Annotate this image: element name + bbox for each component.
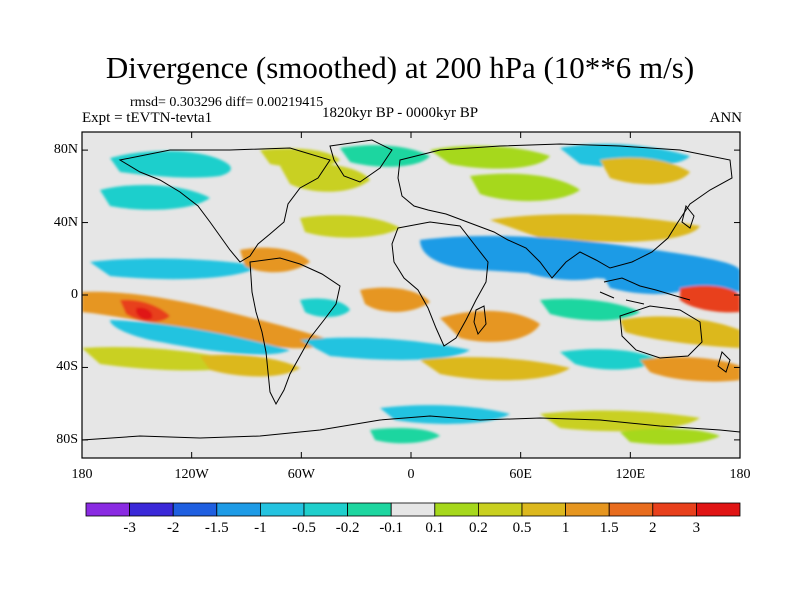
colorbar-label: -3 bbox=[123, 520, 136, 536]
contour-pos-atl-subtrop bbox=[300, 215, 400, 238]
contour-neg-arctic bbox=[110, 150, 231, 178]
divergence-contours bbox=[82, 143, 740, 445]
coast-north-america bbox=[118, 147, 331, 263]
contour-neg-antarctic-a bbox=[380, 405, 510, 424]
x-tick-label: 120E bbox=[615, 467, 646, 482]
colorbar-label: 1.5 bbox=[599, 520, 619, 536]
x-tick-label: 0 bbox=[407, 467, 415, 482]
colorbar-label: -0.1 bbox=[379, 520, 404, 536]
x-tick-label: 180 bbox=[729, 467, 751, 482]
colorbar-label: -0.5 bbox=[292, 520, 316, 536]
contour-neg-maritime bbox=[600, 267, 700, 295]
x-tick-label: 120W bbox=[174, 467, 209, 482]
contour-neg-sh-aus bbox=[560, 349, 660, 370]
contour-neg-antarctic-c bbox=[370, 428, 440, 444]
colorbar-swatch bbox=[565, 502, 610, 517]
colorbar-label: 0.2 bbox=[469, 520, 488, 536]
contour-neg-greenland bbox=[340, 145, 430, 167]
contour-pos-antarctic-d bbox=[620, 428, 720, 445]
contour-pos-s-indian bbox=[440, 310, 540, 342]
colorbar-swatch bbox=[216, 502, 261, 517]
contour-neg-epac bbox=[90, 258, 260, 280]
contour-neg-spac bbox=[540, 298, 640, 321]
contour-pos-nh-subtrop bbox=[490, 214, 700, 242]
colorbar-swatch bbox=[303, 502, 348, 517]
period-label: 1820kyr BP - 0000kyr BP bbox=[322, 105, 479, 121]
contour-pos-sh-band-b bbox=[200, 354, 300, 377]
colorbar-label: -1 bbox=[254, 520, 267, 536]
contour-pos-spac-conv bbox=[620, 316, 740, 348]
colorbar-swatch bbox=[390, 502, 436, 517]
colorbar-swatch bbox=[172, 502, 218, 517]
coast-africa bbox=[391, 221, 489, 347]
contour-neg-npac bbox=[100, 184, 210, 210]
colorbar-label: -1.5 bbox=[204, 520, 229, 536]
colorbar-label: 0.1 bbox=[425, 520, 445, 536]
colorbar-swatch bbox=[85, 502, 130, 517]
coast-greenland bbox=[329, 139, 393, 183]
contour-pos-sh-aus bbox=[640, 357, 740, 382]
coast-japan bbox=[681, 204, 695, 229]
map-plot-area bbox=[82, 132, 740, 458]
x-tick-label: 60W bbox=[287, 467, 315, 482]
y-tick-label: 0 bbox=[71, 287, 78, 302]
coastlines bbox=[82, 139, 740, 441]
chart-title: Divergence (smoothed) at 200 hPa (10**6 … bbox=[105, 50, 695, 85]
colorbar-swatch bbox=[608, 502, 654, 517]
contour-pos-arctic-a bbox=[260, 148, 340, 168]
coast-antarctica bbox=[82, 415, 740, 441]
contour-pos-eurasia bbox=[430, 145, 550, 169]
contour-pos-sh-indian bbox=[420, 357, 570, 381]
contour-pos-wpac bbox=[680, 285, 740, 313]
contour-neg-sh-band bbox=[300, 337, 470, 360]
contour-pos-epac-peak bbox=[136, 307, 153, 320]
stats-text: rmsd= 0.303296 diff= 0.00219415 bbox=[130, 95, 324, 110]
colorbar-swatch bbox=[259, 502, 305, 517]
colorbar-label: -0.2 bbox=[335, 520, 360, 536]
y-tick-label: 80S bbox=[56, 431, 78, 447]
colorbar-swatch bbox=[434, 502, 479, 517]
season-label: ANN bbox=[709, 110, 743, 126]
colorbar-label: 0.5 bbox=[512, 520, 532, 536]
colorbar-swatch bbox=[652, 502, 697, 517]
colorbar-label: 2 bbox=[649, 520, 657, 536]
contour-neg-epac-south bbox=[110, 320, 290, 355]
colorbar-swatch bbox=[477, 502, 523, 517]
colorbar-swatch bbox=[129, 502, 174, 517]
coast-australia bbox=[619, 305, 703, 359]
colorbar-label: 3 bbox=[692, 520, 701, 536]
coast-eurasia bbox=[397, 143, 733, 279]
y-tick-label: 80N bbox=[53, 142, 78, 158]
coast-nz bbox=[717, 351, 731, 373]
colorbar-swatch bbox=[521, 502, 566, 517]
axis-ticks bbox=[81, 132, 741, 458]
experiment-label: Expt = tEVTN-tevta1 bbox=[82, 110, 213, 126]
colorbar-swatch bbox=[696, 502, 741, 517]
y-tick-label: 40N bbox=[53, 214, 78, 230]
colorbar bbox=[85, 502, 741, 517]
coast-maritime bbox=[599, 277, 691, 305]
contour-pos-atlantic-eq bbox=[360, 287, 430, 312]
x-tick-label: 180 bbox=[71, 467, 93, 482]
x-tick-label: 60E bbox=[509, 467, 532, 482]
contour-neg-indian bbox=[520, 253, 620, 281]
coast-madagascar bbox=[473, 305, 487, 336]
colorbar-swatch bbox=[347, 502, 392, 517]
coast-south-america bbox=[249, 257, 341, 406]
colorbar-label: 1 bbox=[561, 520, 570, 536]
contour-pos-mexico bbox=[240, 247, 310, 273]
contour-neg-atl-eq bbox=[300, 298, 350, 317]
contour-pos-npac-a bbox=[280, 163, 370, 192]
contour-pos-siberia-b bbox=[600, 157, 690, 185]
colorbar-label: -2 bbox=[166, 520, 180, 536]
contour-pos-asia-mid bbox=[470, 173, 580, 202]
y-tick-label: 40S bbox=[56, 359, 78, 375]
